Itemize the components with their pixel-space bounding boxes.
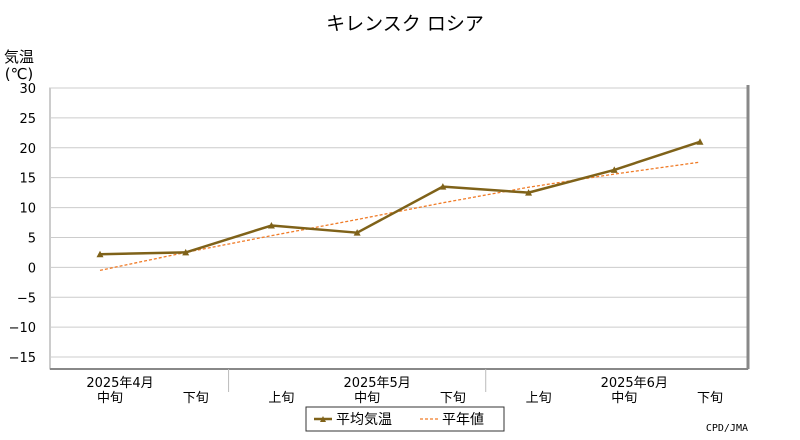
y-tick-label: 20 [19,142,36,157]
legend-label-normal: 平年値 [442,412,484,428]
y-axis-ticks: 30 25 20 15 10 5 0 −5 −10 −15 [9,82,36,366]
legend-box [305,406,505,432]
legend: 平均気温 平年値 [305,406,505,432]
y-tick-label: 25 [19,112,36,127]
data-point-mean [696,138,704,145]
legend-marker-mean [320,416,326,422]
y-tick-label: 5 [28,231,36,246]
data-point-mean [525,189,533,196]
x-month-label: 2025年5月 [343,376,410,391]
series-line-mean [99,140,701,256]
y-tick-label: −5 [17,291,36,306]
legend-label-mean: 平均気温 [336,412,392,428]
x-axis: 中旬 下旬 上旬 中旬 下旬 上旬 中旬 下旬 2025年4月 2025年5月 2025年6月 [86,369,723,406]
x-category-label: 下旬 [697,391,723,406]
source-credit: CPD/JMA [706,423,748,434]
data-point-mean [96,250,104,258]
y-tick-label: 30 [19,82,36,97]
x-category-label: 上旬 [526,391,552,406]
plot-area [49,87,749,370]
x-category-label: 中旬 [354,391,380,406]
y-tick-label: 10 [19,202,36,217]
x-category-label: 下旬 [183,391,209,406]
data-point-mean [439,183,447,190]
y-tick-label: 15 [19,172,36,187]
data-point-mean [610,166,618,173]
y-tick-label: −15 [9,351,36,366]
y-axis-unit: (℃) [5,65,34,83]
x-month-label: 2025年4月 [86,376,153,391]
data-point-mean [353,229,361,236]
x-month-label: 2025年6月 [601,376,668,391]
x-category-label: 下旬 [440,391,466,406]
data-point-mean [182,248,190,256]
x-category-label: 中旬 [97,391,123,406]
chart-title: キレンスク ロシア [326,13,484,35]
series-group [96,138,704,271]
y-tick-label: −10 [9,321,36,336]
data-point-mean [267,222,275,229]
y-tick-label: 0 [28,261,36,276]
y-axis-label: 気温 [4,48,34,66]
x-category-label: 中旬 [611,391,637,406]
series-line-normal [99,161,701,271]
x-category-label: 上旬 [268,391,294,406]
grid [50,85,750,370]
